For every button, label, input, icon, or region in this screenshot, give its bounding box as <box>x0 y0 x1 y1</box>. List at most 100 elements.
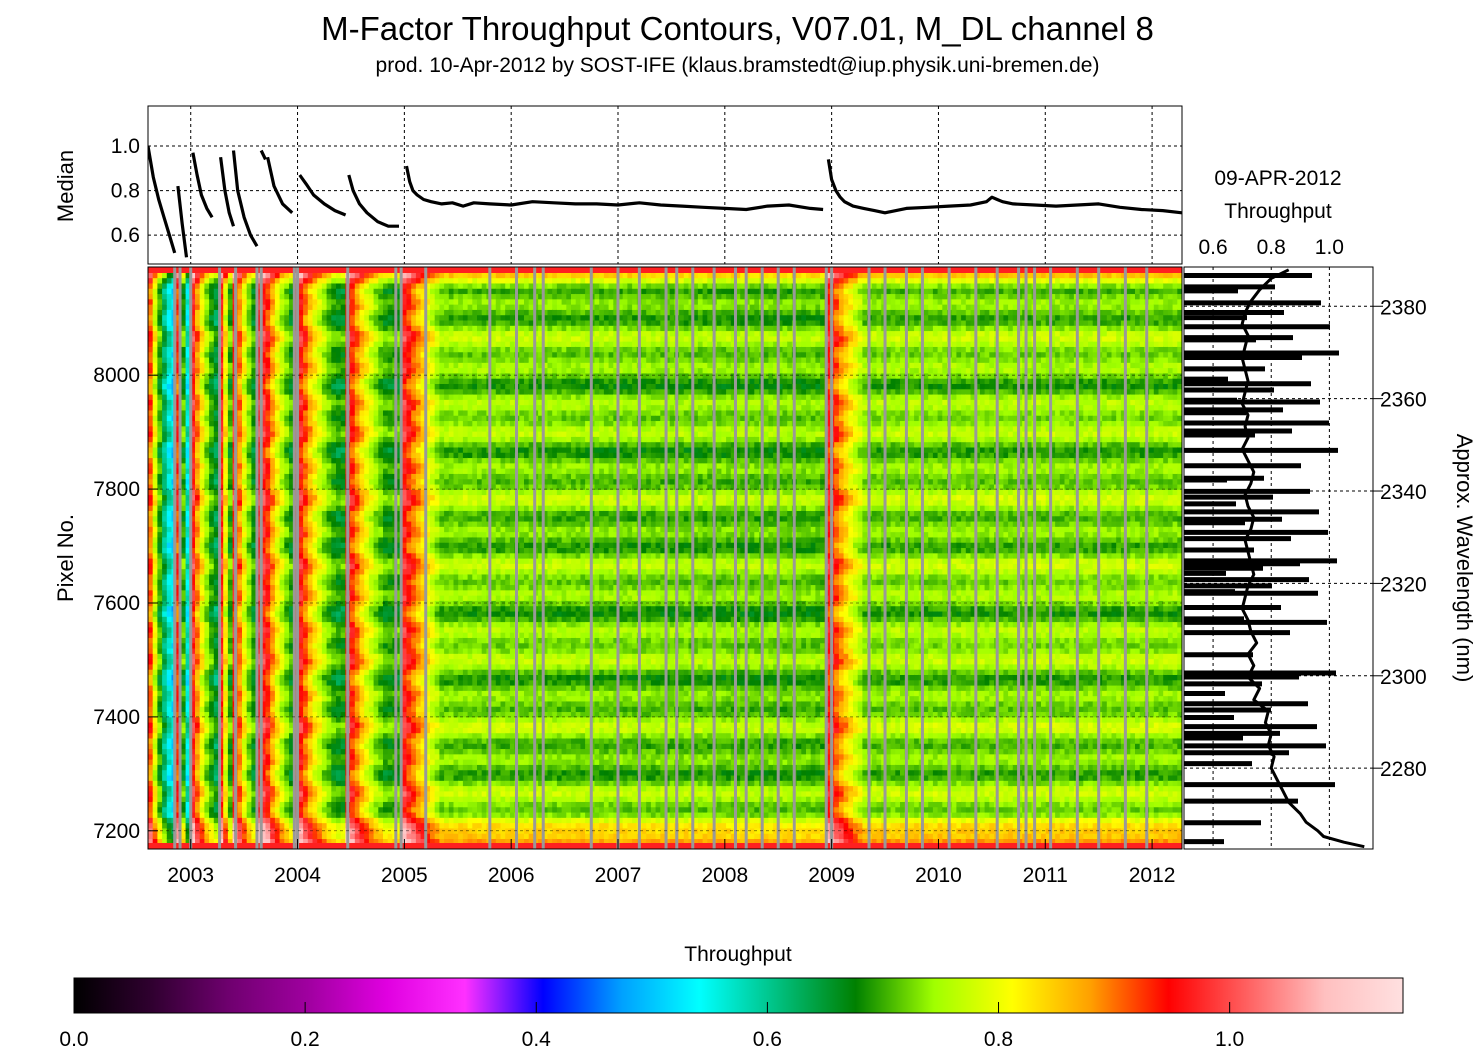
heatmap-cell <box>274 494 281 501</box>
heatmap-cell <box>289 579 295 586</box>
heatmap-cell <box>289 272 295 279</box>
heatmap-cell <box>270 526 276 533</box>
heatmap-cell <box>209 605 215 612</box>
heatmap-cell <box>180 759 187 765</box>
heatmap-cell <box>354 298 361 305</box>
heatmap-cell <box>312 642 318 649</box>
heatmap-cell <box>148 621 154 628</box>
heatmap-cell <box>162 621 168 628</box>
heatmap-cell <box>303 341 309 347</box>
heatmap-cell <box>223 494 229 501</box>
heatmap-cell <box>190 505 196 511</box>
heatmap-cell <box>331 499 337 506</box>
heatmap-cell <box>350 796 356 802</box>
heatmap-cell <box>336 774 342 781</box>
heatmap-cell <box>331 796 337 802</box>
heatmap-cell <box>340 806 346 813</box>
heatmap-cell <box>289 446 295 453</box>
heatmap-cell <box>237 457 243 464</box>
heatmap-cell <box>326 785 332 792</box>
heatmap-cell <box>185 727 191 734</box>
heatmap-cell <box>265 304 271 310</box>
heatmap-cell <box>256 452 262 459</box>
heatmap-cell <box>237 589 243 596</box>
heatmap-cell <box>237 372 243 379</box>
heatmap-cell <box>185 769 191 776</box>
heatmap-cell <box>209 785 215 792</box>
heatmap-cell <box>185 690 191 697</box>
heatmap-cell <box>350 663 356 670</box>
heatmap-cell <box>190 425 196 432</box>
heatmap-cell <box>237 653 243 660</box>
heatmap-cell <box>336 436 342 443</box>
heatmap-cell <box>307 383 314 390</box>
heatmap-cell <box>157 621 163 628</box>
heatmap-cell <box>237 626 243 633</box>
heatmap-cell <box>237 764 243 771</box>
heatmap-cell <box>209 833 215 840</box>
heatmap-cell <box>289 811 295 818</box>
heatmap-cell <box>148 346 154 353</box>
heatmap-cell <box>284 536 290 543</box>
heatmap-cell <box>180 637 187 644</box>
heatmap-cell <box>312 293 318 300</box>
heatmap-cell <box>284 341 290 347</box>
heatmap-cell <box>303 277 309 284</box>
heatmap-cell <box>251 838 257 845</box>
heatmap-cell <box>166 383 173 390</box>
heatmap-cell <box>246 838 252 845</box>
heatmap-cell <box>336 700 342 707</box>
heatmap-cell <box>251 383 257 390</box>
heatmap-cell <box>298 282 304 289</box>
heatmap-cell <box>270 335 276 342</box>
heatmap-cell <box>284 325 290 332</box>
heatmap-cell <box>213 468 220 474</box>
heatmap-cell <box>303 452 309 459</box>
heatmap-cell <box>227 674 234 681</box>
heatmap-cell <box>204 288 210 295</box>
heatmap-cell <box>354 388 361 395</box>
heatmap-cell <box>223 632 229 638</box>
heatmap-cell <box>284 547 290 554</box>
heatmap-cell <box>350 531 356 538</box>
heatmap-cell <box>237 425 243 432</box>
heatmap-cell <box>237 658 243 665</box>
heatmap-cell <box>209 706 215 713</box>
heatmap-cell <box>242 309 248 316</box>
heatmap-cell <box>340 367 346 374</box>
heatmap-cell <box>303 378 309 384</box>
heatmap-cell <box>213 277 220 284</box>
heatmap-cell <box>190 335 196 342</box>
heatmap-cell <box>166 700 173 707</box>
heatmap-cell <box>326 716 332 723</box>
heatmap-cell <box>195 415 201 422</box>
heatmap-cell <box>190 811 196 818</box>
heatmap-cell <box>157 335 163 342</box>
heatmap-cell <box>199 616 205 623</box>
heatmap-cell <box>195 642 201 649</box>
heatmap-cell <box>227 393 234 400</box>
heatmap-cell <box>303 330 309 337</box>
heatmap-cell <box>246 632 252 638</box>
heatmap-cell <box>331 468 337 474</box>
heatmap-cell <box>350 494 356 501</box>
heatmap-cell <box>204 489 210 496</box>
heatmap-cell <box>331 653 337 660</box>
heatmap-cell <box>340 796 346 802</box>
heatmap-cell <box>279 642 285 649</box>
heatmap-cell <box>317 695 323 702</box>
heatmap-cell <box>218 393 224 400</box>
heatmap-cell <box>218 753 224 760</box>
heatmap-cell <box>227 510 234 517</box>
heatmap-cell <box>213 272 220 279</box>
heatmap-cell <box>326 806 332 813</box>
heatmap-cell <box>289 293 295 300</box>
heatmap-cell <box>199 796 205 802</box>
heatmap-cell <box>166 330 173 337</box>
heatmap-cell <box>307 769 314 776</box>
heatmap-cell <box>312 695 318 702</box>
heatmap-cell <box>350 341 356 347</box>
heatmap-cell <box>251 790 257 797</box>
heatmap-cell <box>242 468 248 474</box>
heatmap-cell <box>317 589 323 596</box>
